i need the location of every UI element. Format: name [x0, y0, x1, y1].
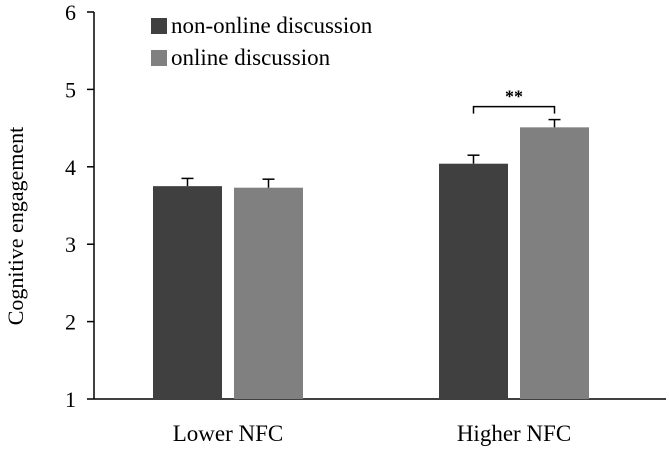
legend-label: non-online discussion: [171, 13, 373, 38]
y-axis-label: Cognitive engagement: [3, 127, 28, 326]
y-tick-label: 6: [65, 0, 76, 25]
y-tick-label: 4: [65, 155, 76, 180]
y-tick-label: 5: [65, 77, 76, 102]
bar: [234, 187, 303, 399]
legend-label: online discussion: [171, 45, 331, 70]
significance-label: **: [505, 87, 523, 107]
error-bars: [181, 118, 561, 188]
legend: non-online discussion online discussion: [151, 13, 373, 70]
legend-swatch: [151, 18, 167, 34]
x-category-label: Higher NFC: [457, 421, 571, 446]
y-tick-label: 3: [65, 232, 76, 257]
bar: [153, 186, 222, 399]
significance-annotations: **: [472, 87, 556, 114]
x-category-label: Lower NFC: [173, 421, 284, 446]
bars: [153, 127, 589, 400]
y-ticks: 1 2 3 4 5 6: [65, 0, 94, 412]
y-tick-label: 2: [65, 310, 76, 335]
y-tick-label: 1: [65, 387, 76, 412]
significance-bracket: [472, 105, 556, 114]
bar: [520, 127, 589, 400]
bar: [439, 163, 508, 399]
category-labels: Lower NFC Higher NFC: [173, 421, 571, 446]
legend-swatch: [151, 50, 167, 66]
